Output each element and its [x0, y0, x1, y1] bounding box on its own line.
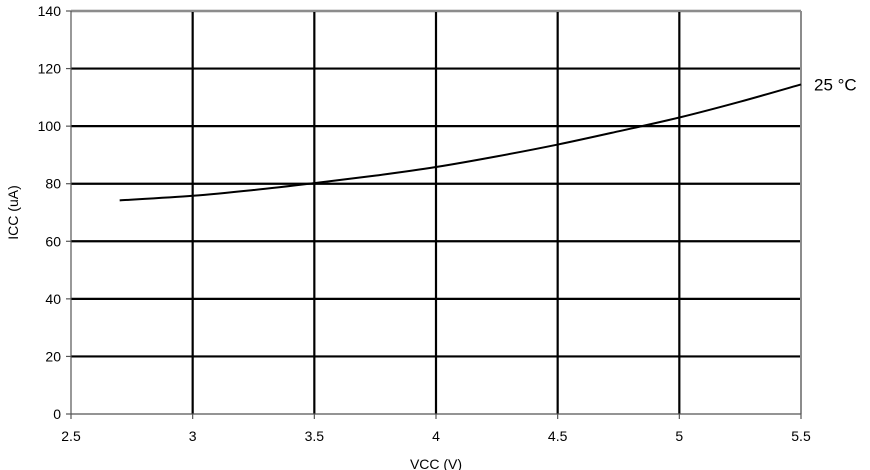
x-axis-title: VCC (V)	[410, 456, 462, 470]
y-tick-label: 60	[45, 233, 61, 249]
y-tick-label: 40	[45, 291, 61, 307]
y-axis-title: ICC (uA)	[5, 185, 21, 239]
x-tick-label: 3	[189, 428, 197, 444]
x-tick-label: 4.5	[548, 428, 568, 444]
y-tick-label: 140	[38, 3, 62, 19]
series-line-25c	[119, 83, 802, 202]
y-tick-label: 80	[45, 176, 61, 192]
x-tick-label: 5.5	[791, 428, 811, 444]
grid	[71, 9, 801, 414]
axes: 0 20 40 60 80 100 120 140 2.5 3 3.5 4 4.5 5 5.5	[38, 3, 811, 444]
series-label: 25 °C	[814, 75, 857, 94]
series-layer	[119, 83, 802, 202]
y-tick-label: 0	[53, 406, 61, 422]
x-tick-label: 4	[432, 428, 440, 444]
labels: VCC (V) ICC (uA) 25 °C	[5, 75, 857, 470]
x-tick-label: 5	[675, 428, 683, 444]
y-tick-label: 20	[45, 348, 61, 364]
y-tick-label: 120	[38, 61, 62, 77]
y-tick-label: 100	[38, 118, 62, 134]
x-tick-label: 2.5	[61, 428, 81, 444]
x-tick-label: 3.5	[305, 428, 325, 444]
